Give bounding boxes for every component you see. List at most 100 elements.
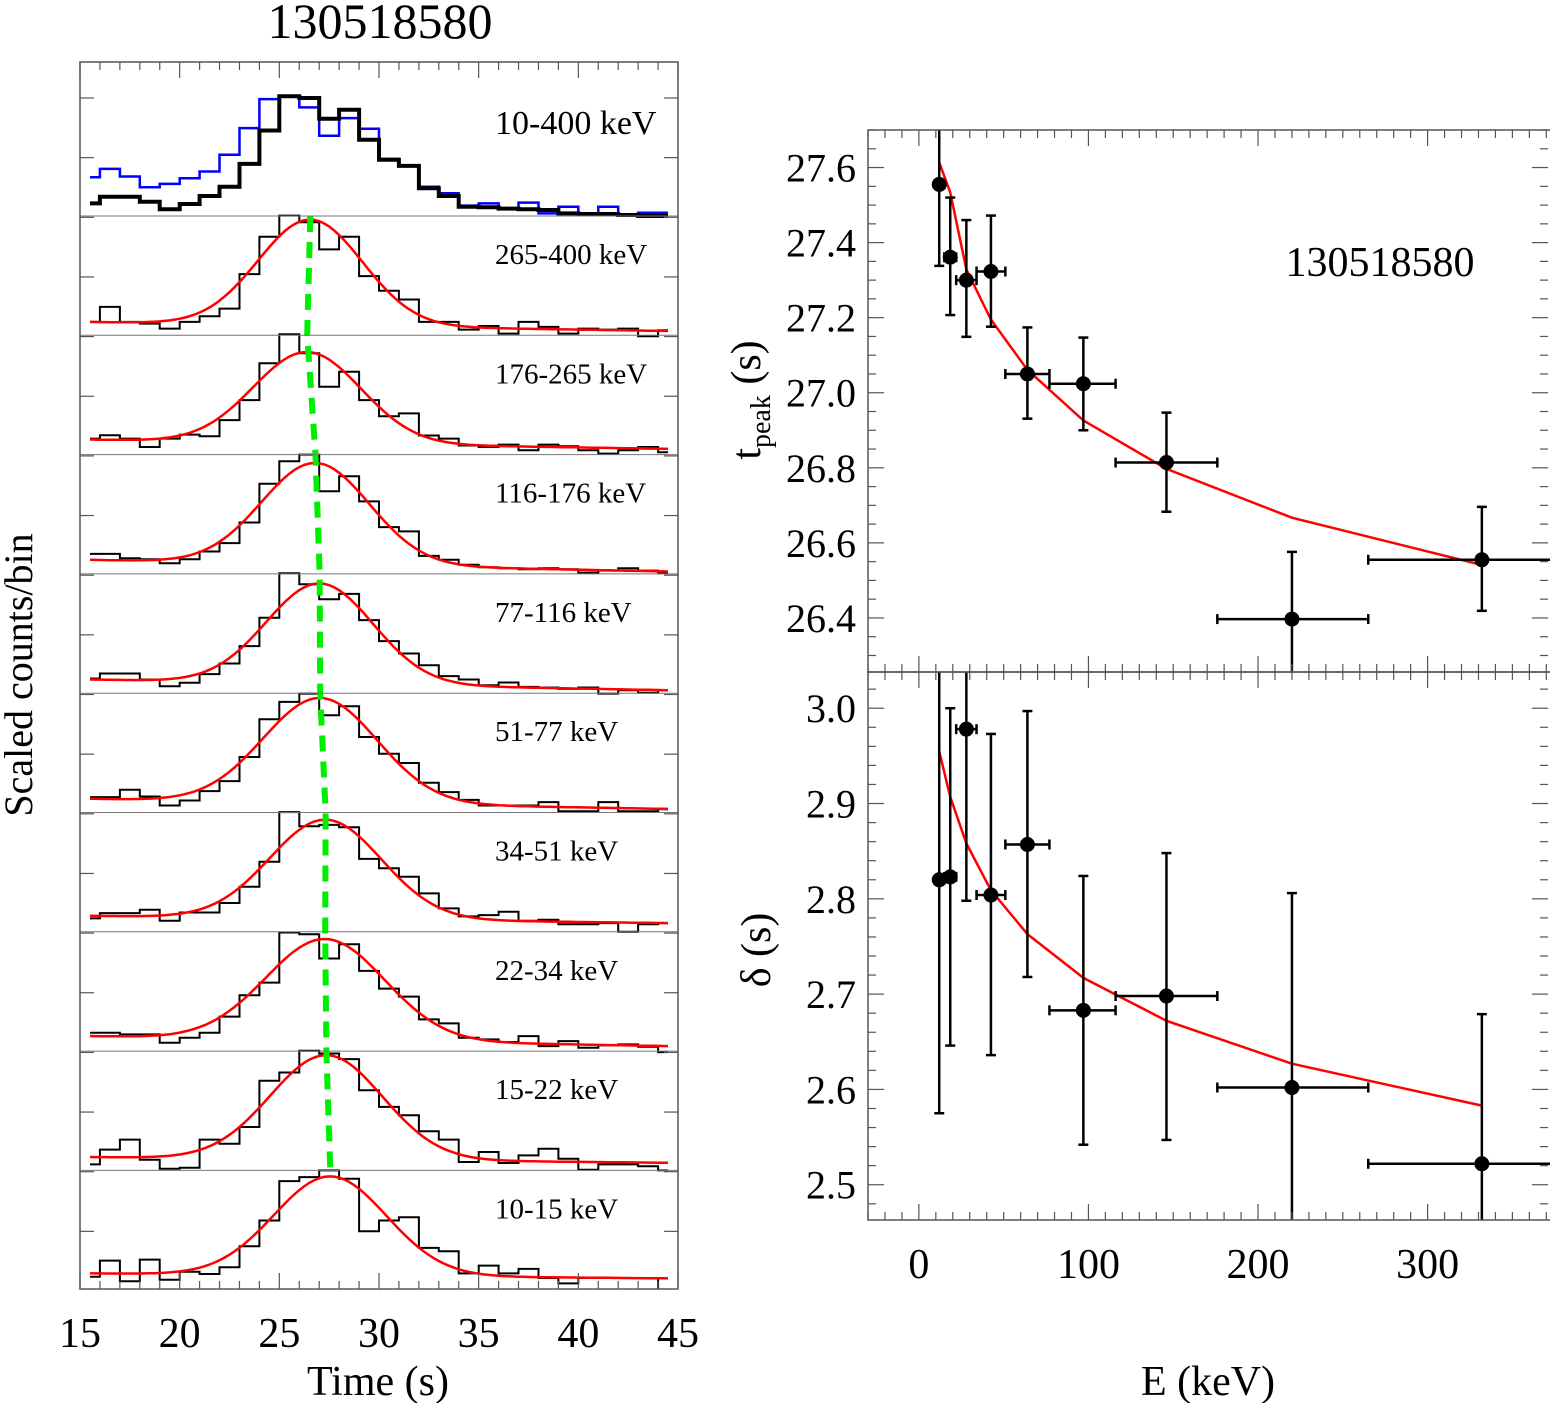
marker: [1158, 455, 1174, 471]
delta-data-point: [975, 732, 1007, 1057]
marker: [1019, 366, 1035, 382]
light-curve-panel: [89, 931, 669, 1054]
band-label: 22-34 keV: [495, 955, 618, 987]
delta-data-point: [1216, 891, 1370, 1220]
delta-data-point: [1366, 1012, 1550, 1220]
x-tick-label: 45: [657, 1311, 699, 1357]
delta-frame: [867, 671, 1550, 1221]
band-label: 10-15 keV: [495, 1193, 618, 1225]
marker: [958, 272, 974, 288]
band-label: 15-22 keV: [495, 1074, 618, 1106]
delta-data-point: [1004, 709, 1051, 979]
delta-plot-area: [931, 672, 1550, 1220]
tpeak-data-point: [1366, 505, 1550, 613]
x-tick-label: 35: [458, 1311, 500, 1357]
tpeak-y-tick-label: 26.6: [786, 521, 856, 566]
delta-fit-curve: [937, 750, 1483, 1107]
top-ylabel-unit: (s): [724, 340, 770, 395]
tpeak-y-tick-label: 27.2: [786, 296, 856, 341]
band-label: 116-176 keV: [495, 478, 646, 510]
marker: [1284, 611, 1300, 627]
tpeak-data-point: [1048, 336, 1117, 432]
marker: [931, 176, 947, 192]
band-label: 176-265 keV: [495, 358, 647, 390]
light-curve-panel: [89, 811, 669, 933]
tpeak-data-point: [931, 130, 947, 268]
marker: [1474, 1156, 1490, 1172]
marker: [983, 264, 999, 280]
marker: [1284, 1080, 1300, 1096]
tpeak-data-point: [1004, 326, 1051, 420]
left-xlabel: Time (s): [307, 1359, 449, 1403]
tpeak-data-point: [975, 214, 1007, 328]
histogram-total-blue: [90, 94, 668, 217]
top-ylabel-sub: peak: [746, 395, 777, 448]
tpeak-y-tick-label: 27.0: [786, 371, 856, 416]
marker: [1474, 552, 1490, 568]
histogram: [90, 1049, 668, 1172]
band-label: 10-400 keV: [495, 105, 657, 142]
delta-y-tick-label: 2.5: [806, 1163, 856, 1208]
band-label: 51-77 keV: [495, 716, 618, 748]
x-tick-label: 40: [557, 1311, 599, 1357]
x-tick-label: 0: [908, 1242, 929, 1288]
delta-data-point: [1048, 874, 1117, 1146]
x-tick-label: 30: [358, 1311, 400, 1357]
tpeak-data-point: [1114, 411, 1219, 513]
light-curve-panel: [89, 1049, 669, 1172]
right-annotation: 130518580: [1286, 240, 1475, 286]
delta-data-point: [942, 706, 958, 1047]
bottom-ylabel: δ (s): [734, 913, 780, 988]
band-label: 265-400 keV: [495, 239, 647, 271]
x-tick-label: 25: [258, 1311, 300, 1357]
fit-curve: [90, 696, 669, 811]
delta-y-tick-label: 2.7: [806, 972, 856, 1017]
left-title: 130518580: [268, 0, 493, 49]
light-curve-panel: [90, 94, 668, 218]
band-label: 34-51 keV: [495, 836, 618, 868]
marker: [1075, 1002, 1091, 1018]
light-curve-panel: [89, 453, 669, 575]
histogram: [90, 692, 668, 813]
tpeak-data-point: [954, 218, 978, 339]
tpeak-data-point: [1216, 550, 1370, 672]
right-xlabel: E (keV): [1141, 1359, 1275, 1403]
fit-curve: [89, 1053, 669, 1165]
marker: [1019, 837, 1035, 853]
histogram: [90, 214, 668, 338]
top-ylabel: tpeak (s): [724, 340, 777, 459]
fit-curve: [89, 582, 669, 692]
top-ylabel-main: t: [724, 448, 770, 460]
right-plots: 26.4 26.6 26.8 27.0 27.2 27.4 27.6 2.5 2.6 2.7 2.8…: [786, 129, 1550, 1288]
light-curve-panel: [89, 572, 669, 695]
light-curve-panel: [89, 1169, 669, 1289]
fit-curve: [89, 218, 669, 333]
tpeak-y-tick-label: 26.4: [786, 596, 856, 641]
tpeak-y-tick-label: 27.4: [786, 221, 856, 266]
x-tick-label: 200: [1227, 1242, 1290, 1288]
tpeak-y-tick-label: 27.6: [786, 146, 856, 191]
delta-y-tick-label: 2.9: [806, 782, 856, 827]
marker: [983, 887, 999, 903]
histogram-total: [90, 94, 668, 218]
x-tick-label: 15: [59, 1311, 101, 1357]
fit-curve: [89, 1175, 669, 1280]
marker: [942, 249, 958, 265]
light-curve-panel: [90, 692, 669, 813]
histogram: [90, 572, 668, 695]
delta-y-tick-label: 2.6: [806, 1067, 856, 1112]
tpeak-y-tick-label: 26.8: [786, 446, 856, 491]
marker: [1158, 988, 1174, 1004]
light-curve-panel: [89, 214, 669, 338]
delta-data-point: [1114, 851, 1219, 1142]
x-tick-label: 300: [1396, 1242, 1459, 1288]
tpeak-plot-area: [931, 130, 1550, 672]
fit-curve: [89, 937, 669, 1048]
left-plot-area: [89, 94, 669, 1289]
marker: [958, 721, 974, 737]
marker: [942, 869, 958, 885]
fit-curve: [89, 350, 669, 451]
tpeak-data-point: [942, 196, 958, 317]
band-label: 77-116 keV: [495, 597, 632, 629]
